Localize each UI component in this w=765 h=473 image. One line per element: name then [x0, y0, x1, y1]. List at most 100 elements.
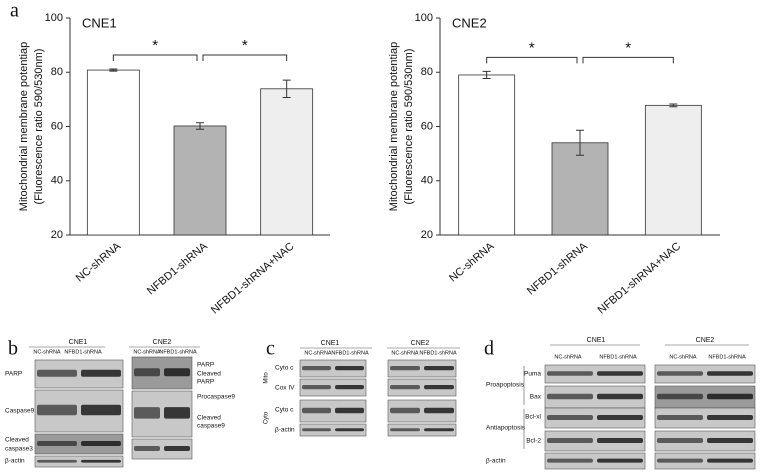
- band: [597, 458, 643, 463]
- band: [547, 458, 593, 463]
- blot-title: CNE2: [153, 339, 172, 346]
- panel-label: c: [266, 338, 275, 360]
- bar: [458, 74, 516, 236]
- annotation: *: [242, 37, 248, 54]
- band: [657, 371, 703, 376]
- band: [335, 365, 364, 371]
- blot: [654, 430, 756, 452]
- band: [37, 459, 77, 463]
- column-label: NC-shRNA: [391, 350, 419, 356]
- x-tick-label: NFBD1-shRNA: [145, 240, 210, 298]
- x-tick-label: NC-shRNA: [447, 240, 497, 285]
- row-label: Cox IV: [275, 385, 295, 392]
- y-axis-label: (Fluorescence ratio 590/530nm): [403, 49, 415, 205]
- row-label: Bcl-2: [526, 438, 541, 445]
- row-label: Bcl-xl: [525, 414, 541, 421]
- band: [81, 459, 121, 463]
- band: [335, 384, 364, 390]
- band: [707, 458, 753, 463]
- x-tick-label: NFBD1-shRNA: [525, 240, 590, 298]
- band: [37, 441, 77, 446]
- bar: [86, 69, 140, 236]
- band: [37, 404, 77, 416]
- row-label: Bax: [530, 394, 542, 401]
- band: [707, 415, 753, 420]
- group-label: Mito: [264, 372, 270, 384]
- annotation: *: [152, 37, 158, 54]
- blot: [387, 378, 457, 397]
- panel-label: d: [484, 338, 494, 360]
- band: [707, 371, 753, 376]
- row-label: PARP: [197, 379, 214, 386]
- row-label: Caspase9: [5, 408, 35, 415]
- band: [335, 407, 364, 414]
- group-label: Antiapoptosis: [486, 425, 526, 432]
- column-label: NC-shRNA: [669, 354, 697, 360]
- row-label: PARP: [5, 371, 22, 378]
- band: [707, 393, 753, 400]
- blot: [387, 423, 457, 437]
- x-tick-label: NFBD1-shRNA+NAC: [596, 240, 684, 316]
- band: [424, 407, 454, 414]
- column-label: NFBD1-shRNA: [64, 349, 102, 355]
- band: [302, 384, 331, 390]
- band: [547, 371, 593, 376]
- blot: [544, 452, 646, 470]
- band: [302, 407, 331, 414]
- bracket: [582, 56, 674, 64]
- blot: [387, 399, 457, 423]
- row-label: Cyto c: [275, 365, 294, 372]
- error-bar: [196, 122, 204, 130]
- band: [390, 428, 420, 432]
- blot: [654, 452, 756, 470]
- y-axis-label: Mitochondrial membrane potentiap: [388, 42, 400, 211]
- column-label: NC-shRNA: [304, 350, 332, 356]
- bracket: [202, 54, 288, 61]
- y-tick-label: 60: [421, 120, 433, 132]
- blot: [654, 407, 756, 429]
- blot: [544, 364, 646, 384]
- row-label: caspase3: [5, 446, 33, 453]
- panel-label: a: [10, 0, 19, 22]
- annotation: *: [529, 39, 535, 56]
- band: [657, 393, 703, 400]
- band: [390, 365, 420, 371]
- band: [164, 368, 190, 377]
- row-label: Procaspase9: [197, 394, 235, 401]
- bracket: [112, 54, 198, 61]
- band: [707, 438, 753, 443]
- band: [597, 438, 643, 443]
- bar: [173, 125, 227, 236]
- column-label: NC-shRNA: [554, 354, 582, 360]
- blot-title: CNE1: [69, 339, 88, 346]
- row-label: Cyto c: [275, 407, 294, 414]
- band: [547, 438, 593, 443]
- blot: [34, 433, 124, 455]
- band: [302, 428, 331, 432]
- y-tick-label: 20: [51, 229, 63, 241]
- y-tick-label: 40: [51, 175, 63, 187]
- band: [164, 407, 190, 419]
- group-label: Cyto: [264, 411, 270, 424]
- column-label: NFBD1-shRNA: [599, 354, 637, 360]
- blot-title: CNE2: [411, 340, 430, 347]
- y-axis-label: Mitochondrial membrane potentiap: [18, 42, 30, 211]
- band: [134, 407, 160, 419]
- band: [390, 407, 420, 414]
- error-bar: [669, 103, 678, 108]
- column-label: NFBD1-shRNA: [708, 354, 746, 360]
- band: [134, 446, 160, 451]
- band: [547, 393, 593, 400]
- blot-title: CNE1: [587, 337, 606, 344]
- row-label: Cleaved: [5, 437, 29, 444]
- row-label: β-actin: [275, 427, 295, 434]
- blot: [299, 378, 367, 397]
- blot: [299, 399, 367, 423]
- x-tick-label: NC-shRNA: [74, 240, 124, 285]
- blot-title: CNE1: [321, 340, 340, 347]
- band: [597, 393, 643, 400]
- band: [302, 365, 331, 371]
- column-label: NFBD1-shRNA: [419, 350, 457, 356]
- blot: [299, 423, 367, 437]
